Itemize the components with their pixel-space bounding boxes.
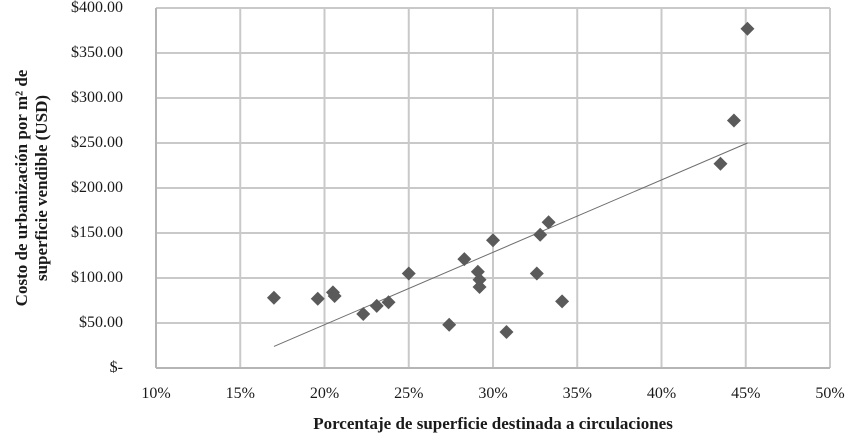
data-point-diamond (356, 307, 371, 321)
y-tick-label: $200.00 (71, 179, 123, 196)
data-point-diamond (713, 156, 728, 171)
linear-trendline (273, 142, 748, 347)
x-tick-label: 15% (225, 385, 255, 402)
data-point-diamond (401, 266, 416, 281)
x-tick-label: 50% (815, 385, 845, 402)
y-axis-title-line-1: Costo de urbanización por m² de (12, 69, 31, 307)
data-point-diamond (381, 295, 396, 310)
y-tick-label: $150.00 (71, 224, 123, 241)
x-tick-label: 45% (731, 385, 761, 402)
data-point-diamond (555, 294, 570, 309)
data-point-diamond (457, 252, 472, 267)
data-point-diamond (442, 317, 457, 332)
data-point-diamond (472, 280, 487, 294)
x-tick-label: 40% (646, 385, 677, 402)
y-axis-title-line-2: superficie vendible (USD) (32, 94, 51, 282)
y-tick-label: $350.00 (71, 44, 123, 61)
data-point-diamond (533, 227, 548, 242)
x-tick-label: 10% (141, 385, 171, 402)
y-tick-label: $- (109, 359, 123, 376)
y-tick-label: $300.00 (71, 89, 123, 106)
x-tick-label: 20% (309, 385, 340, 402)
data-point-diamond (726, 113, 741, 128)
data-point-diamond (266, 290, 281, 305)
data-point-diamond (740, 21, 755, 36)
data-point-diamond (499, 325, 514, 339)
x-tick-label: 35% (562, 385, 592, 402)
data-point-diamond (529, 266, 544, 281)
data-point-diamond (541, 215, 556, 230)
y-tick-label: $100.00 (71, 269, 123, 286)
y-axis-title: Costo de urbanización por m² de superfic… (2, 8, 62, 368)
x-tick-label: 30% (478, 385, 508, 402)
data-point-diamond (486, 233, 500, 248)
data-point-diamond (369, 298, 384, 313)
x-tick-label: 25% (394, 385, 424, 402)
y-tick-label: $250.00 (71, 134, 123, 151)
x-axis-title: Porcentaje de superficie destinada a cir… (313, 414, 673, 433)
data-point-diamond (472, 272, 487, 287)
data-point-diamond (327, 289, 342, 303)
y-tick-label: $400.00 (71, 0, 123, 16)
y-tick-label: $50.00 (79, 314, 123, 331)
data-point-diamond (310, 291, 325, 306)
